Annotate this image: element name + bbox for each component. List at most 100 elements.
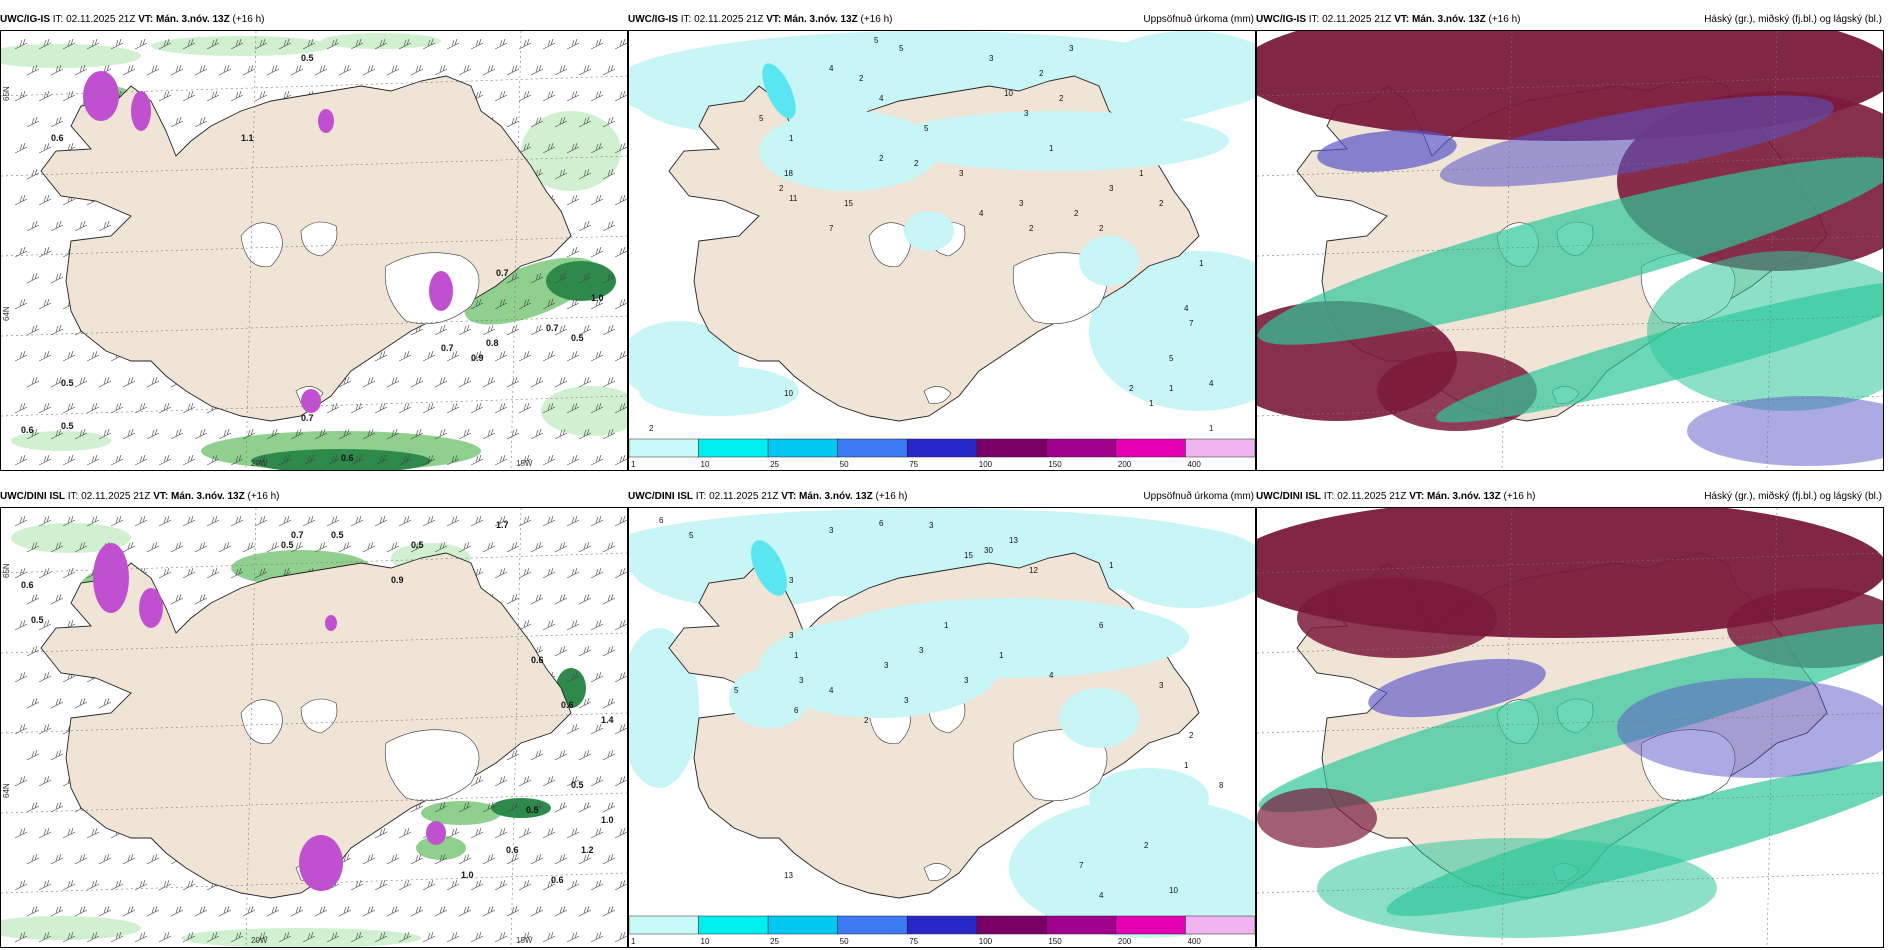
wind-barb <box>62 402 76 414</box>
wind-barb <box>518 38 532 50</box>
wind-barb <box>410 64 424 76</box>
latitude-line <box>1 315 627 337</box>
value-label: 6 <box>659 516 664 525</box>
precip-area <box>1257 788 1377 848</box>
wind-barb <box>362 541 376 553</box>
wind-barb <box>602 220 616 232</box>
glacier <box>384 729 480 802</box>
wind-barb <box>590 142 604 154</box>
wind-barb <box>362 64 376 76</box>
wind-barb <box>254 931 268 943</box>
precip-area <box>759 111 939 191</box>
wind-barb <box>38 350 52 362</box>
wind-barb <box>554 272 568 284</box>
value-label: 1 <box>1209 424 1214 433</box>
wind-barb <box>86 38 100 50</box>
wind-barb <box>122 905 136 917</box>
value-label: 0.7 <box>496 268 509 278</box>
value-label: 30 <box>984 546 993 555</box>
wind-barb <box>422 515 436 527</box>
colorbar-swatch <box>1115 915 1186 935</box>
glacier <box>868 222 911 267</box>
wind-barb <box>398 350 412 362</box>
wind-barb <box>98 853 112 865</box>
wind-barb <box>146 428 160 440</box>
wind-barb <box>614 619 627 631</box>
wind-barb <box>590 402 604 414</box>
wind-barb <box>578 749 592 761</box>
value-label: 2 <box>1189 731 1194 740</box>
wind-barb <box>242 64 256 76</box>
wind-barb <box>38 454 52 466</box>
wind-barb <box>110 402 124 414</box>
wind-barb <box>566 454 580 466</box>
longitude-label: 15W <box>516 459 533 468</box>
map-layer <box>1257 508 1883 947</box>
model-name: UWC/DINI ISL <box>1256 491 1321 502</box>
precip-area <box>429 271 453 311</box>
wind-barb <box>470 775 484 787</box>
wind-barb <box>602 64 616 76</box>
wind-barb <box>554 749 568 761</box>
wind-barb <box>338 541 352 553</box>
wind-precip-map[interactable]: 65N 64N 20W 15W 0.5 0.6 0.7 0.5 0.5 0.9 0.6 0.5 1.7 0… <box>0 507 628 948</box>
accumulated-precip-map[interactable]: 5 5 2 4 4 5 3 3 3 2 2 1 7 2 10 1 5 18 11 15 2 2 3 4 2 3 2 3 2 1 2 4 7 5 4 1… <box>628 30 1256 471</box>
wind-barb <box>218 541 232 553</box>
wind-barb <box>134 931 148 943</box>
wind-barb <box>14 827 28 839</box>
glacier <box>923 863 952 881</box>
wind-barb <box>578 541 592 553</box>
value-label: 1 <box>1199 259 1204 268</box>
wind-barb <box>86 402 100 414</box>
wind-barb <box>398 454 412 466</box>
precip-area <box>301 389 321 413</box>
wind-barb <box>470 298 484 310</box>
value-label: 10 <box>1004 89 1013 98</box>
longitude-label: 20W <box>251 459 268 468</box>
wind-barb <box>614 567 627 579</box>
value-label: 3 <box>799 676 804 685</box>
wind-barb <box>86 515 100 527</box>
cloud-cover-map[interactable] <box>1256 30 1884 471</box>
wind-barb <box>374 879 388 891</box>
value-label: 1.0 <box>601 815 614 825</box>
wind-barb <box>206 454 220 466</box>
precip-area <box>1059 688 1139 748</box>
wind-barb <box>530 428 544 440</box>
wind-barb <box>590 879 604 891</box>
value-label: 0.7 <box>291 530 304 540</box>
lead-time: (+16 h) <box>1488 14 1521 25</box>
panel-top-middle: UWC/IG-IS IT: 02.11.2025 21Z VT: Mán. 3.… <box>628 10 1256 471</box>
wind-barb <box>542 879 556 891</box>
accumulated-precip-map[interactable]: 6 5 3 6 3 15 30 13 12 3 3 1 3 4 5 6 3 2 3 3 1 3 1 4 6 3 1 2 8 10 7 4 13 2… <box>628 507 1256 948</box>
value-label: 13 <box>1009 536 1018 545</box>
wind-barb <box>134 402 148 414</box>
wind-barb <box>410 853 424 865</box>
wind-barb <box>14 619 28 631</box>
value-label: 3 <box>959 169 964 178</box>
wind-precip-map[interactable]: 65N 64N 20W 15W 0.5 0.6 0.5 0.6 0.6 0.5 0.7 0.8 0.9 0… <box>0 30 628 471</box>
value-label: 3 <box>929 521 934 530</box>
colorbar-swatch <box>976 915 1047 935</box>
wind-barb <box>398 879 412 891</box>
value-label: 4 <box>829 64 834 73</box>
wind-barb <box>146 376 160 388</box>
value-label: 0.7 <box>301 413 314 423</box>
wind-barb <box>434 64 448 76</box>
wind-barb <box>122 64 136 76</box>
latitude-label: 65N <box>2 563 11 578</box>
wind-barb <box>50 116 64 128</box>
wind-barb <box>158 567 172 579</box>
value-label: 3 <box>829 526 834 535</box>
value-label: 1.0 <box>461 870 474 880</box>
value-label: 2 <box>1129 384 1134 393</box>
wind-barb <box>590 567 604 579</box>
wind-barb <box>314 64 328 76</box>
cloud-cover-map[interactable] <box>1256 507 1884 948</box>
wind-barb <box>422 402 436 414</box>
value-label: 6 <box>1099 621 1104 630</box>
wind-barb <box>314 541 328 553</box>
wind-barb <box>398 515 412 527</box>
wind-barb <box>494 90 508 102</box>
wind-barb <box>602 905 616 917</box>
